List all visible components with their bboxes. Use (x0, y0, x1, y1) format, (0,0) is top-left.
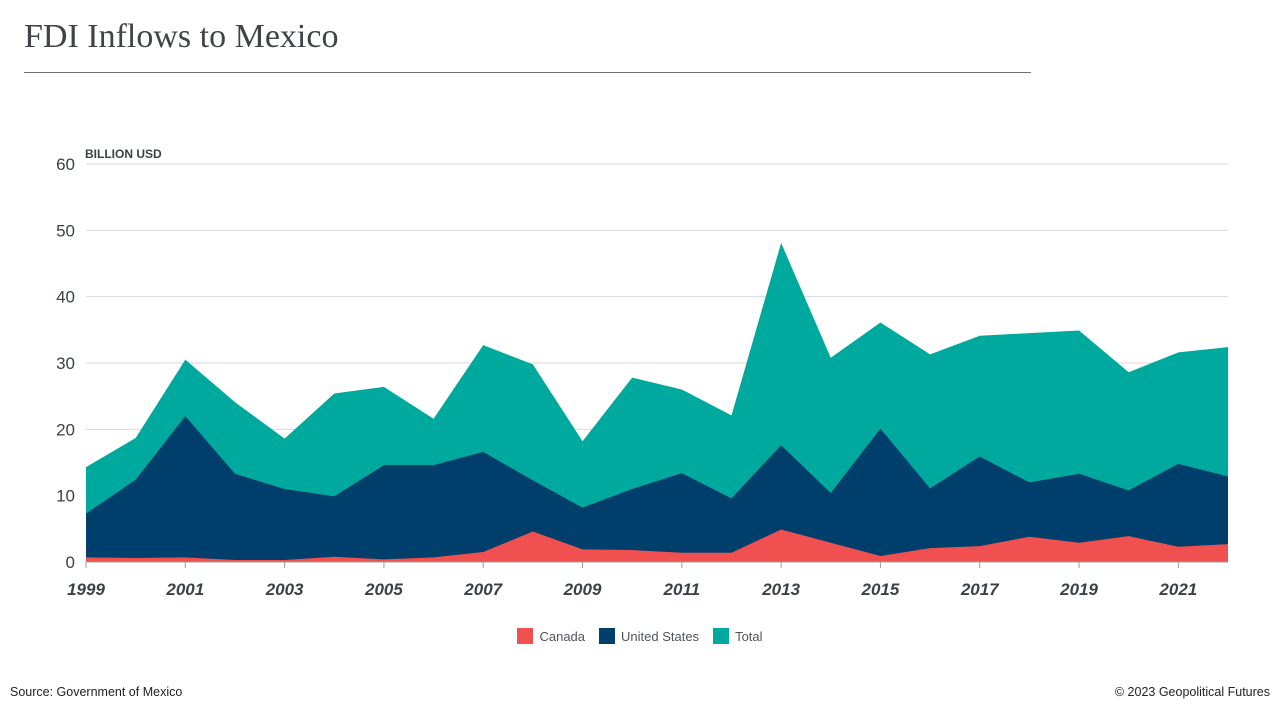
x-tick-label: 2017 (960, 580, 1000, 599)
legend-label-united-states: United States (621, 628, 700, 644)
legend-swatch-total (713, 628, 730, 644)
area-united-states (86, 416, 1228, 562)
x-tick-label: 2001 (165, 580, 204, 599)
x-tick-label: 2007 (463, 580, 503, 599)
y-tick-label: 20 (56, 420, 75, 439)
x-tick-label: 2013 (761, 580, 800, 599)
y-tick-label: 40 (56, 288, 75, 307)
legend-swatch-united-states (599, 628, 616, 644)
x-tick-label: 1999 (67, 580, 105, 599)
x-tick-label: 2005 (364, 580, 403, 599)
y-tick-label: 0 (66, 553, 75, 572)
y-axis-unit-label: BILLION USD (85, 147, 162, 161)
source-note: Source: Government of Mexico (10, 685, 183, 699)
legend-item-total: Total (713, 628, 763, 644)
x-tick-label: 2009 (563, 580, 602, 599)
x-tick-label: 2021 (1158, 580, 1197, 599)
legend-item-canada: Canada (517, 628, 585, 644)
area-layer (86, 242, 1228, 563)
x-tick-label: 2011 (663, 580, 701, 599)
page-title: FDI Inflows to Mexico (24, 18, 339, 55)
x-tick-label: 2003 (265, 580, 304, 599)
x-tick-label: 2019 (1059, 580, 1098, 599)
y-tick-label: 30 (56, 354, 75, 373)
legend-swatch-canada (517, 628, 534, 644)
copyright-note: © 2023 Geopolitical Futures (1114, 685, 1270, 699)
y-tick-label: 10 (56, 487, 75, 506)
legend: Canada United States Total (0, 628, 1280, 644)
legend-item-united-states: United States (599, 628, 699, 644)
x-tick-label: 2015 (861, 580, 900, 599)
axis-layer: 0 10 20 30 40 50 60 1999 2001 2003 2005 2007 2009 201… (56, 155, 1228, 599)
y-tick-label: 60 (56, 155, 75, 174)
y-tick-label: 50 (56, 221, 75, 240)
area-canada (86, 529, 1228, 562)
legend-label-total: Total (735, 628, 763, 644)
title-divider (24, 72, 1031, 73)
legend-label-canada: Canada (539, 628, 586, 644)
